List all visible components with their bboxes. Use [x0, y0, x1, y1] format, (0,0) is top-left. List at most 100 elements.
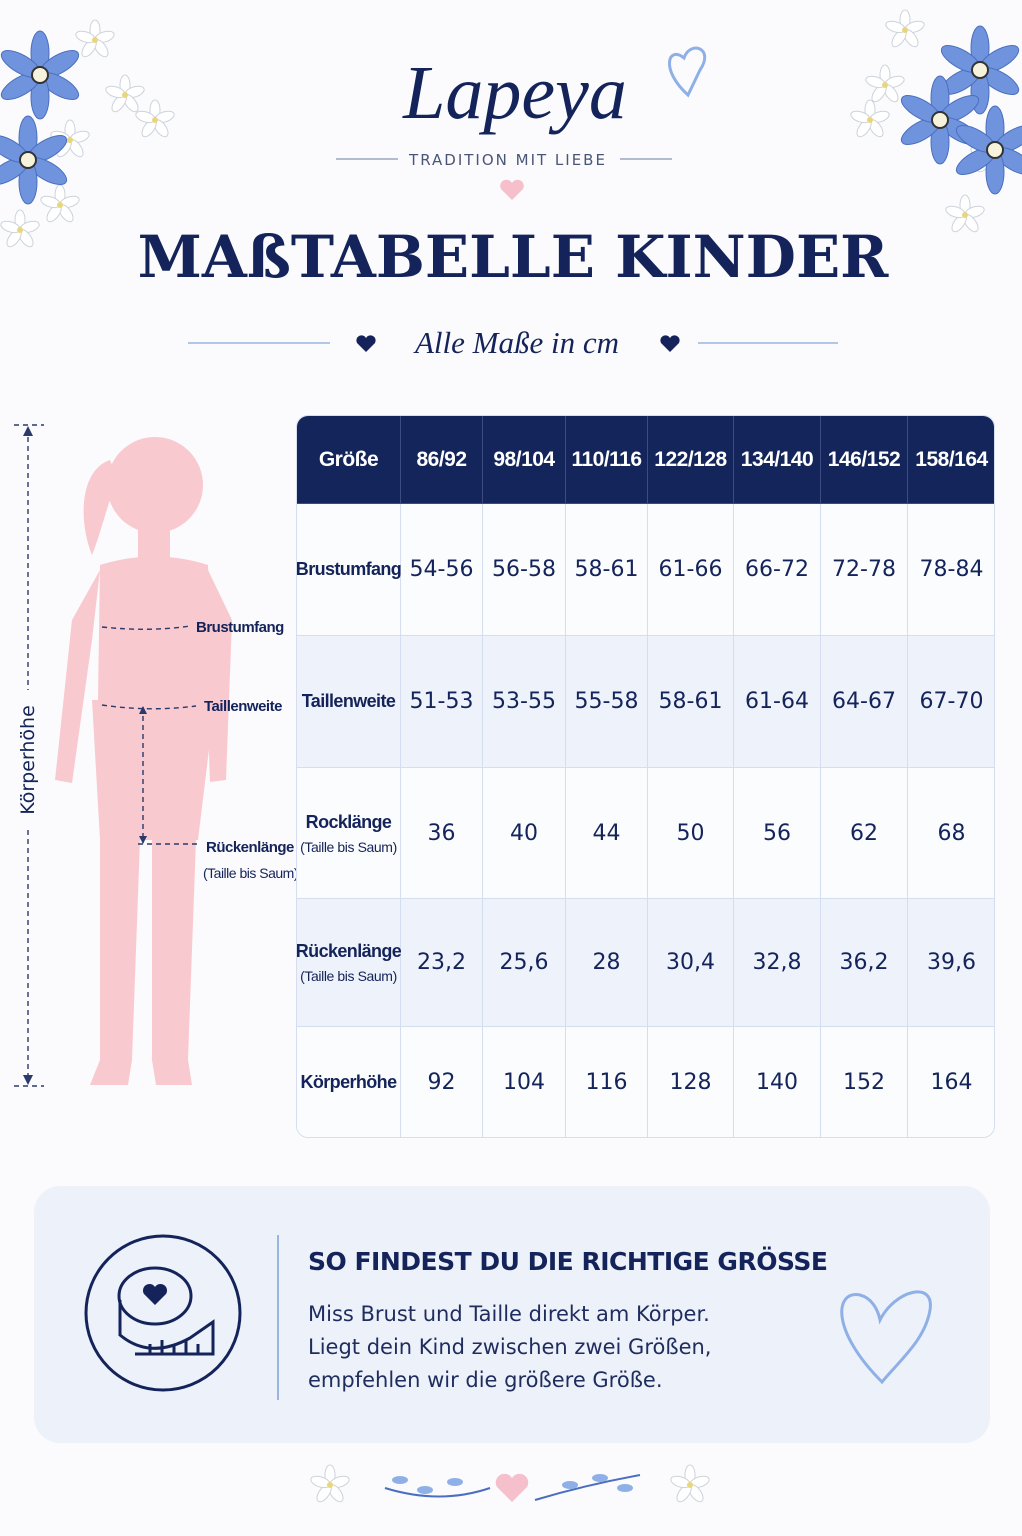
flowers-right	[848, 9, 1022, 235]
value-text: 62	[850, 820, 878, 846]
value-cell: 66-72	[734, 504, 821, 636]
value-cell: 67-70	[908, 636, 994, 768]
value-cell: 36,2	[821, 899, 908, 1027]
value-text: 66-72	[745, 557, 809, 582]
subtitle: Alle Maße in cm	[413, 325, 619, 360]
height-label: Körperhöhe	[17, 705, 39, 815]
header-text: 158/164	[915, 447, 988, 471]
row-label-text: Rückenlänge	[296, 941, 402, 961]
value-text: 61-66	[658, 557, 723, 582]
header-cell: 122/128	[648, 416, 734, 504]
header-cell: 86/92	[401, 416, 483, 504]
value-text: 128	[669, 1070, 712, 1095]
value-cell: 53-55	[483, 636, 566, 768]
child-silhouette	[55, 437, 232, 1085]
value-cell: 56-58	[483, 504, 566, 636]
brand-name: Lapeya	[402, 51, 627, 135]
value-cell: 55-58	[566, 636, 648, 768]
value-cell: 39,6	[908, 899, 994, 1027]
value-text: 30,4	[666, 950, 715, 975]
value-cell: 128	[648, 1027, 734, 1137]
value-text: 51-53	[409, 689, 474, 714]
value-text: 92	[427, 1070, 456, 1095]
size-table: Größe 86/92 98/104 110/116 122/128 134/140 146…	[296, 415, 995, 1138]
value-cell: 92	[401, 1027, 483, 1137]
value-cell: 61-66	[648, 504, 734, 636]
header-text: 86/92	[416, 447, 467, 471]
info-line: empfehlen wir die größere Größe.	[308, 1368, 663, 1392]
value-text: 55-58	[574, 689, 639, 714]
value-cell: 23,2	[401, 899, 483, 1027]
row-label-text: Brustumfang	[296, 559, 402, 579]
flowers-left	[0, 19, 177, 250]
row-label: Brustumfang	[296, 504, 402, 636]
header-text: Größe	[318, 447, 379, 471]
tape-icon	[84, 1234, 242, 1392]
value-text: 72-78	[832, 557, 896, 582]
value-text: 78-84	[919, 557, 984, 582]
value-text: 36	[427, 820, 456, 846]
info-line: Liegt dein Kind zwischen zwei Größen,	[308, 1335, 711, 1359]
row-note: (Taille bis Saum)	[300, 968, 397, 984]
value-cell: 32,8	[734, 899, 821, 1027]
value-text: 53-55	[492, 689, 556, 714]
heart	[500, 179, 524, 200]
figure-label: Rückenlänge	[206, 839, 294, 856]
value-text: 140	[756, 1070, 798, 1095]
row-label: Körperhöhe	[297, 1027, 401, 1137]
header-text: 98/104	[493, 447, 555, 471]
value-cell: 51-53	[401, 636, 483, 768]
row-label-text: Körperhöhe	[300, 1072, 397, 1092]
tagline: TRADITION MIT LIEBE	[408, 151, 607, 169]
value-text: 58-61	[574, 557, 639, 582]
value-cell: 44	[566, 768, 648, 899]
figure-note: (Taille bis Saum)	[203, 865, 298, 881]
value-cell: 164	[908, 1027, 994, 1137]
value-cell: 72-78	[821, 504, 908, 636]
value-cell: 25,6	[483, 899, 566, 1027]
value-text: 40	[510, 820, 538, 846]
value-text: 58-61	[658, 689, 723, 714]
header-text: 134/140	[740, 447, 814, 471]
value-cell: 36	[401, 768, 483, 899]
row-label: Rückenlänge (Taille bis Saum)	[296, 899, 402, 1027]
value-text: 68	[937, 820, 966, 846]
figure-label: Taillenweite	[204, 698, 282, 715]
value-cell: 64-67	[821, 636, 908, 768]
row-label-text: Rocklänge	[305, 811, 392, 832]
value-cell: 61-64	[734, 636, 821, 768]
value-text: 104	[503, 1070, 545, 1095]
bottom-ornament	[308, 1464, 712, 1505]
value-cell: 56	[734, 768, 821, 899]
value-text: 39,6	[927, 950, 976, 975]
value-text: 36,2	[839, 950, 889, 975]
value-text: 32,8	[752, 950, 802, 975]
header-cell: Größe	[297, 416, 401, 504]
value-text: 152	[843, 1070, 885, 1095]
info-title: SO FINDEST DU DIE RICHTIGE GRÖSSE	[308, 1246, 827, 1276]
header-cell: 110/116	[566, 416, 648, 504]
value-text: 56-58	[492, 557, 556, 582]
value-text: 54-56	[409, 557, 474, 582]
value-cell: 54-56	[401, 504, 483, 636]
row-label: Taillenweite	[297, 636, 401, 768]
value-text: 56	[763, 820, 791, 846]
value-cell: 140	[734, 1027, 821, 1137]
header-text: 110/116	[571, 447, 642, 471]
value-cell: 30,4	[648, 899, 734, 1027]
value-text: 61-64	[745, 689, 809, 714]
value-cell: 78-84	[908, 504, 994, 636]
row-note: (Taille bis Saum)	[300, 838, 397, 855]
header-cell: 158/164	[908, 416, 994, 504]
heart-outline	[668, 46, 707, 98]
value-text: 28	[592, 950, 621, 975]
header-text: 146/152	[827, 447, 901, 471]
value-cell: 68	[908, 768, 994, 899]
page-title: MAßTABELLE KINDER	[138, 223, 890, 291]
value-text: 44	[592, 820, 621, 846]
row-label-text: Taillenweite	[301, 691, 396, 711]
value-text: 50	[676, 820, 705, 846]
